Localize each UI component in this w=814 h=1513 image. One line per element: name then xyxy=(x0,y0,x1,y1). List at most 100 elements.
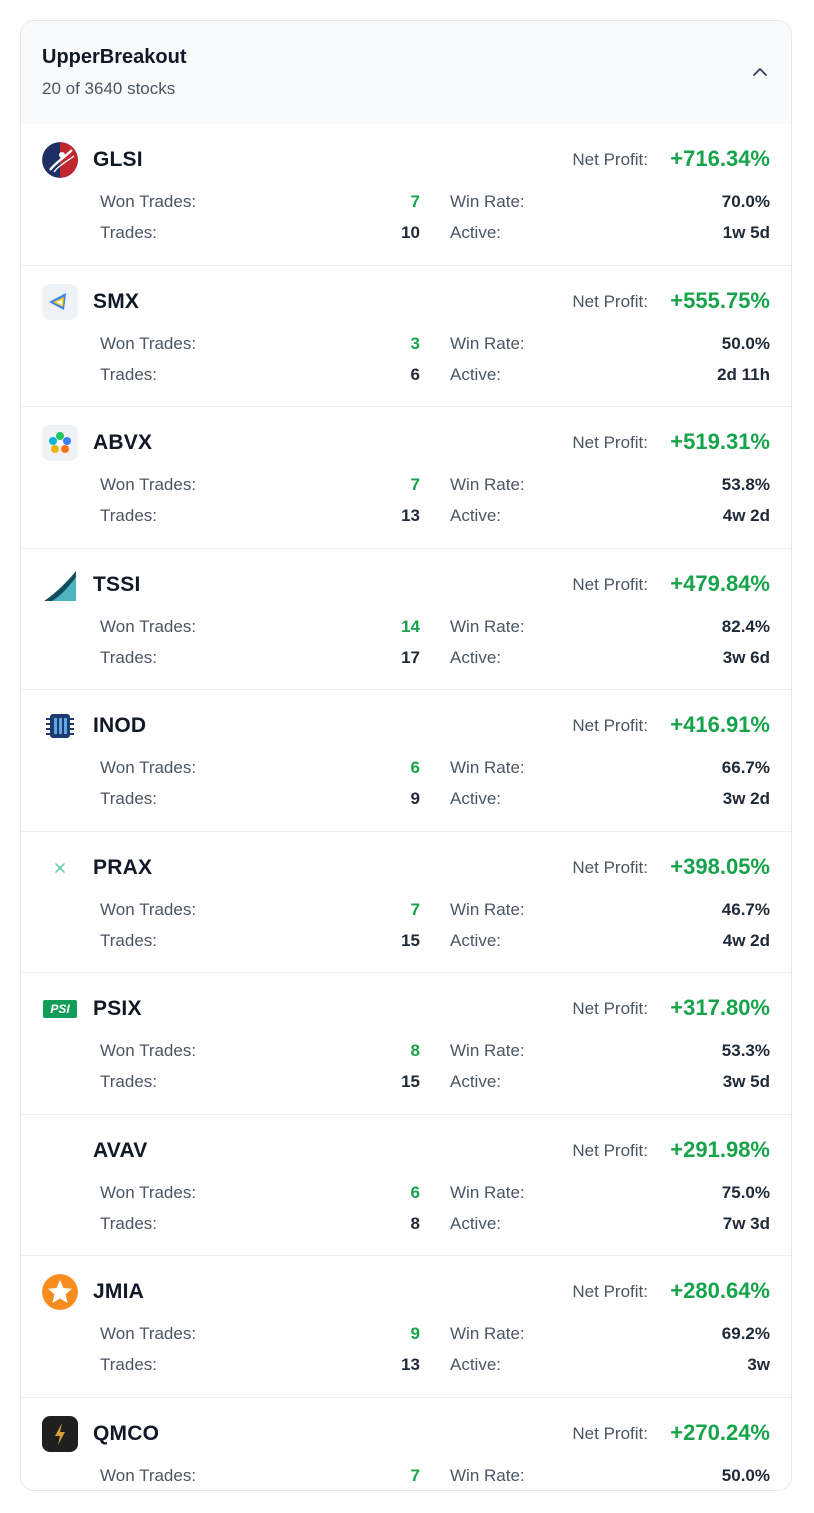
tssi-logo-icon xyxy=(42,567,78,603)
win-rate-value: 46.7% xyxy=(721,899,770,919)
win-rate-label: Win Rate: xyxy=(450,1324,525,1343)
active-label: Active: xyxy=(450,789,502,808)
ticker-symbol: SMX xyxy=(93,289,140,313)
won-trades-label: Won Trades: xyxy=(100,475,197,494)
trades-value: 8 xyxy=(410,1213,420,1233)
ticker-symbol: AVAV xyxy=(93,1138,148,1162)
win-rate-label: Win Rate: xyxy=(450,475,525,494)
win-rate-value: 53.8% xyxy=(721,475,770,494)
trades-label: Trades: xyxy=(100,1355,158,1374)
active-label: Active: xyxy=(450,506,502,525)
net-profit-label: Net Profit: xyxy=(572,716,648,735)
active-value: 4w 2d xyxy=(722,930,770,950)
win-rate-label: Win Rate: xyxy=(450,616,525,636)
ticker-symbol: QMCO xyxy=(93,1421,160,1445)
collapse-button[interactable] xyxy=(745,57,775,87)
ticker-symbol: INOD xyxy=(93,714,147,737)
ticker-symbol: PSIX xyxy=(93,997,142,1020)
inod-logo-icon xyxy=(42,708,78,744)
net-profit-value: +479.84% xyxy=(670,570,770,596)
net-profit-label: Net Profit: xyxy=(572,433,648,452)
net-profit-label: Net Profit: xyxy=(572,999,648,1018)
stock-row[interactable]: AVAV Net Profit: +291.98% Won Trades: 6 … xyxy=(21,1115,791,1256)
active-label: Active: xyxy=(450,1072,502,1091)
stock-row[interactable]: GLSI Net Profit: +716.34% Won Trades: 7 … xyxy=(21,124,791,266)
stock-row[interactable]: INOD Net Profit: +416.91% Won Trades: 6 … xyxy=(21,690,791,832)
ticker-symbol: TSSI xyxy=(93,572,141,596)
won-trades-value: 6 xyxy=(410,1182,420,1202)
stock-row[interactable]: JMIA Net Profit: +280.64% Won Trades: 9 … xyxy=(21,1256,791,1398)
win-rate-value: 66.7% xyxy=(721,758,770,777)
won-trades-value: 7 xyxy=(410,475,420,494)
prax-logo-icon xyxy=(42,850,78,886)
won-trades-label: Won Trades: xyxy=(100,1041,197,1060)
net-profit-label: Net Profit: xyxy=(572,1140,648,1160)
active-value: 3w 6d xyxy=(722,647,770,667)
active-label: Active: xyxy=(450,223,502,242)
active-value: 3w xyxy=(747,1355,770,1374)
net-profit-value: +519.31% xyxy=(670,429,770,454)
psix-logo-text: PSI xyxy=(50,1002,70,1016)
won-trades-label: Won Trades: xyxy=(100,1465,197,1485)
active-value: 4w 2d xyxy=(722,506,770,525)
trades-label: Trades: xyxy=(100,647,158,667)
stock-row[interactable]: ABVX Net Profit: +519.31% Won Trades: 7 … xyxy=(21,407,791,549)
net-profit-label: Net Profit: xyxy=(572,1282,648,1301)
abvx-logo-icon xyxy=(42,425,78,461)
net-profit-value: +291.98% xyxy=(670,1136,770,1162)
trades-label: Trades: xyxy=(100,506,158,525)
net-profit-label: Net Profit: xyxy=(572,291,648,311)
trades-label: Trades: xyxy=(100,1072,158,1091)
won-trades-label: Won Trades: xyxy=(100,192,197,211)
trades-value: 17 xyxy=(401,647,420,667)
trades-value: 6 xyxy=(410,364,420,384)
ticker-symbol: ABVX xyxy=(93,431,153,454)
card-header[interactable]: UpperBreakout 20 of 3640 stocks xyxy=(21,21,791,124)
ticker-symbol: PRAX xyxy=(93,855,153,879)
active-label: Active: xyxy=(450,364,502,384)
stock-row[interactable]: SMX Net Profit: +555.75% Won Trades: 3 W… xyxy=(21,266,791,407)
win-rate-value: 70.0% xyxy=(721,192,770,211)
won-trades-label: Won Trades: xyxy=(100,616,197,636)
psix-logo-icon: PSI xyxy=(42,991,78,1027)
jmia-logo-icon xyxy=(42,1274,78,1310)
ticker-symbol: JMIA xyxy=(93,1280,144,1303)
trades-label: Trades: xyxy=(100,223,158,242)
won-trades-value: 7 xyxy=(410,1465,420,1485)
trades-value: 13 xyxy=(401,1355,420,1374)
net-profit-value: +317.80% xyxy=(670,995,770,1020)
active-label: Active: xyxy=(450,647,502,667)
won-trades-value: 8 xyxy=(410,1041,420,1060)
active-value: 2d 11h xyxy=(717,364,770,384)
stock-row[interactable]: PSI PSIX Net Profit: +317.80% Won Trades… xyxy=(21,973,791,1115)
won-trades-label: Won Trades: xyxy=(100,899,197,919)
trades-value: 13 xyxy=(401,506,420,525)
win-rate-label: Win Rate: xyxy=(450,1041,525,1060)
won-trades-value: 9 xyxy=(410,1324,420,1343)
won-trades-value: 14 xyxy=(401,616,420,636)
stock-row[interactable]: PRAX Net Profit: +398.05% Won Trades: 7 … xyxy=(21,832,791,973)
win-rate-value: 69.2% xyxy=(721,1324,770,1343)
trades-value: 15 xyxy=(401,1072,420,1091)
trades-value: 10 xyxy=(401,223,420,242)
net-profit-value: +555.75% xyxy=(670,287,770,313)
active-value: 1w 5d xyxy=(722,223,770,242)
active-label: Active: xyxy=(450,930,502,950)
active-value: 3w 5d xyxy=(722,1072,770,1091)
qmco-logo-icon xyxy=(42,1415,78,1452)
trades-value: 15 xyxy=(401,930,420,950)
trades-label: Trades: xyxy=(100,1213,158,1233)
won-trades-label: Won Trades: xyxy=(100,758,197,777)
stock-row[interactable]: QMCO Net Profit: +270.24% Won Trades: 7 … xyxy=(21,1398,791,1491)
strategy-card: UpperBreakout 20 of 3640 stocks GLSI Net… xyxy=(20,20,792,1491)
stock-count: 20 of 3640 stocks xyxy=(42,79,176,98)
strategy-title: UpperBreakout xyxy=(42,46,187,68)
win-rate-label: Win Rate: xyxy=(450,1465,525,1485)
won-trades-label: Won Trades: xyxy=(100,1182,197,1202)
win-rate-label: Win Rate: xyxy=(450,1182,525,1202)
won-trades-label: Won Trades: xyxy=(100,333,197,353)
stock-row[interactable]: TSSI Net Profit: +479.84% Won Trades: 14… xyxy=(21,549,791,690)
net-profit-label: Net Profit: xyxy=(572,150,648,169)
glsi-logo-icon xyxy=(42,142,78,178)
trades-label: Trades: xyxy=(100,930,158,950)
